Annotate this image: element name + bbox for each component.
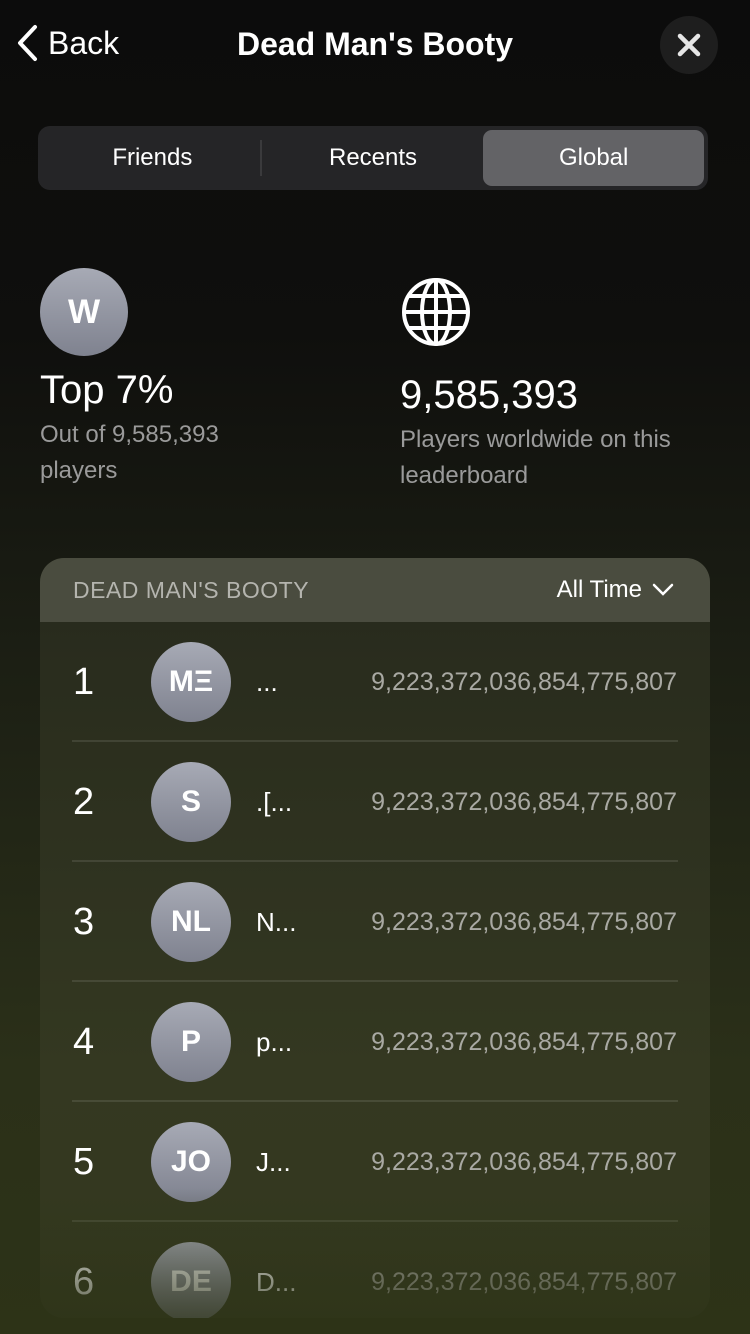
- global-count-sub: Players worldwide on this leaderboard: [400, 426, 671, 489]
- chevron-down-icon: [652, 583, 674, 596]
- chevron-left-icon: [18, 25, 37, 61]
- rank: 4: [73, 1020, 95, 1063]
- close-button[interactable]: [660, 16, 718, 74]
- player-rank-stat: W Top 7% Out of 9,585,393 players: [40, 268, 340, 489]
- tab-friends[interactable]: Friends: [112, 144, 193, 171]
- score: 9,223,372,036,854,775,807: [371, 667, 677, 696]
- leaderboard-row[interactable]: 4 P p... 9,223,372,036,854,775,807: [40, 982, 710, 1102]
- global-count-stat: 9,585,393 Players worldwide on this lead…: [400, 268, 700, 494]
- score: 9,223,372,036,854,775,807: [371, 907, 677, 936]
- row-divider: [72, 740, 678, 742]
- score: 9,223,372,036,854,775,807: [371, 1027, 677, 1056]
- page-title: Dead Man's Booty: [236, 26, 514, 62]
- score: 9,223,372,036,854,775,807: [371, 1147, 677, 1176]
- rank: 3: [73, 900, 95, 943]
- avatar: MΞ: [151, 642, 231, 722]
- player-name: D...: [256, 1266, 297, 1297]
- leaderboard-row[interactable]: 2 S .[... 9,223,372,036,854,775,807: [40, 742, 710, 862]
- back-button[interactable]: Back: [16, 24, 119, 62]
- nav-bar: Back Dead Man's Booty: [0, 0, 750, 90]
- leaderboard-row[interactable]: 6 DE D... 9,223,372,036,854,775,807: [40, 1222, 710, 1318]
- rank: 1: [73, 660, 95, 703]
- row-divider: [72, 980, 678, 982]
- player-rank-sub: Out of 9,585,393 players: [40, 421, 219, 484]
- avatar: JO: [151, 1122, 231, 1202]
- tab-global[interactable]: Global: [483, 130, 705, 186]
- player-name: ...: [256, 666, 278, 697]
- segment-divider: [260, 140, 262, 176]
- leaderboard-row[interactable]: 1 MΞ ... 9,223,372,036,854,775,807: [40, 622, 710, 742]
- player-name: p...: [256, 1026, 293, 1057]
- leaderboard-card: DEAD MAN'S BOOTY All Time 1 MΞ ... 9,223…: [40, 558, 710, 1318]
- avatar: P: [151, 1002, 231, 1082]
- player-name: .[...: [256, 786, 293, 817]
- avatar: NL: [151, 882, 231, 962]
- leaderboard-row[interactable]: 5 JO J... 9,223,372,036,854,775,807: [40, 1102, 710, 1222]
- globe-icon: [402, 278, 470, 346]
- score: 9,223,372,036,854,775,807: [371, 1267, 677, 1296]
- leaderboard-title: DEAD MAN'S BOOTY: [73, 576, 310, 603]
- leaderboard-list: 1 MΞ ... 9,223,372,036,854,775,807 2 S .…: [40, 622, 710, 1318]
- global-player-count: 9,585,393: [400, 373, 578, 417]
- time-period-dropdown[interactable]: All Time: [557, 576, 674, 604]
- player-name: J...: [256, 1146, 291, 1177]
- avatar: S: [151, 762, 231, 842]
- row-divider: [72, 1100, 678, 1102]
- scope-segmented-control: Friends Recents Global: [38, 126, 708, 190]
- rank: 6: [73, 1260, 95, 1303]
- player-name: N...: [256, 906, 297, 937]
- close-icon: [677, 33, 701, 57]
- avatar: DE: [151, 1242, 231, 1318]
- back-label: Back: [48, 24, 120, 61]
- rank: 2: [73, 780, 95, 823]
- score: 9,223,372,036,854,775,807: [371, 787, 677, 816]
- row-divider: [72, 1220, 678, 1222]
- rank: 5: [73, 1140, 95, 1183]
- player-avatar: W: [40, 268, 128, 356]
- leaderboard-header: DEAD MAN'S BOOTY All Time: [40, 558, 710, 622]
- row-divider: [72, 860, 678, 862]
- tab-recents[interactable]: Recents: [328, 144, 418, 171]
- leaderboard-row[interactable]: 3 NL N... 9,223,372,036,854,775,807: [40, 862, 710, 982]
- time-period-label: All Time: [556, 576, 642, 603]
- player-rank: Top 7%: [40, 368, 174, 412]
